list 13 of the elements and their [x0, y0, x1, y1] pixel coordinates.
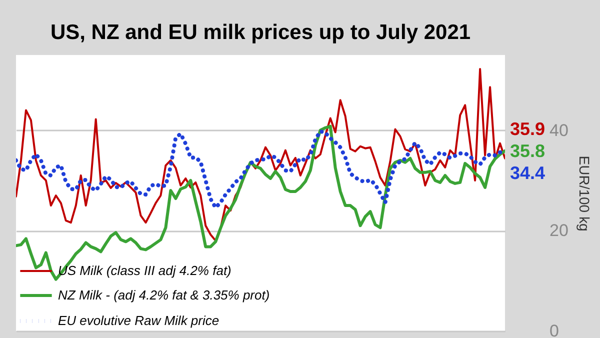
y-tick-label: 40 [550, 120, 568, 140]
legend-label: EU evolutive Raw Milk price [58, 313, 220, 328]
y-axis-title: EUR/100 kg [576, 156, 592, 232]
legend-label: NZ Milk - (adj 4.2% fat & 3.35% prot) [58, 288, 270, 302]
y-tick-label: 20 [550, 221, 568, 240]
text: 34.4 [510, 163, 546, 183]
text: 35.9 [510, 119, 546, 139]
line-series [16, 124, 505, 281]
y-tick-label: 0 [550, 322, 559, 338]
line-series [16, 129, 505, 210]
line-series [16, 68, 505, 242]
chart-title: US, NZ and EU milk prices up to July 2021 [50, 21, 471, 44]
text: 35.8 [510, 141, 546, 161]
